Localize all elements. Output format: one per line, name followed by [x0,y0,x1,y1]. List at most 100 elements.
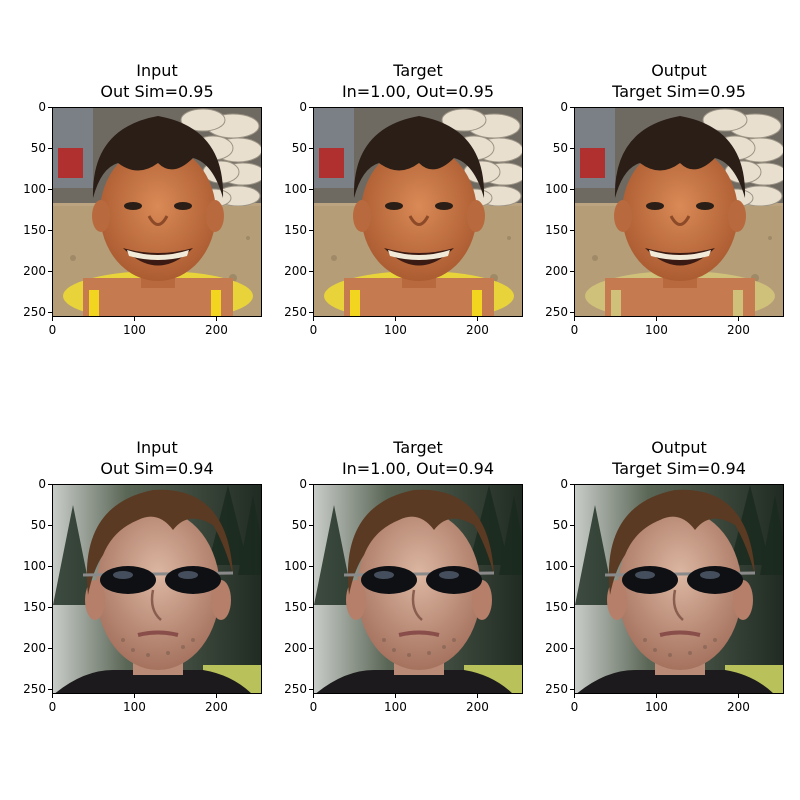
panel-title: Input Out Sim=0.94 [32,437,282,479]
y-tick-mark [570,648,574,650]
y-tick-label: 50 [291,141,307,156]
panel-title-line1: Target [393,438,443,457]
y-tick-label: 50 [552,141,568,156]
x-tick-label: 100 [383,323,407,337]
x-tick-label: 0 [309,700,318,714]
panel-title-line1: Target [393,61,443,80]
y-tick-label: 100 [545,182,568,197]
y-tick-label: 100 [284,182,307,197]
image-axes [52,484,262,694]
x-tick-label: 100 [644,323,668,337]
man-photo [314,485,522,693]
x-tick-mark [216,317,218,321]
y-tick-mark [309,230,313,232]
x-tick-label: 0 [570,700,579,714]
image-axes [313,484,523,694]
image-axes [574,484,784,694]
y-tick-label: 50 [30,518,46,533]
x-tick-label: 100 [122,700,146,714]
y-tick-mark [48,148,52,150]
y-tick-label: 200 [23,264,46,279]
x-tick-mark [656,317,658,321]
y-tick-label: 100 [284,559,307,574]
child-photo [314,108,522,316]
y-tick-label: 150 [545,223,568,238]
y-tick-label: 200 [284,264,307,279]
x-tick-mark [738,694,740,698]
y-tick-label: 200 [545,641,568,656]
image-axes [313,107,523,317]
y-tick-mark [48,189,52,191]
image-axes [52,107,262,317]
y-tick-label: 50 [552,518,568,533]
y-tick-label: 0 [299,100,307,115]
y-tick-mark [309,148,313,150]
panel-title-line1: Output [651,438,707,457]
y-tick-mark [309,484,313,486]
x-tick-mark [313,317,315,321]
y-tick-label: 200 [284,641,307,656]
y-tick-label: 250 [23,305,46,320]
y-tick-mark [48,230,52,232]
panel-title: Output Target Sim=0.95 [554,60,800,102]
y-tick-label: 250 [284,682,307,697]
y-tick-label: 0 [38,100,46,115]
y-tick-mark [48,566,52,568]
panel-title: Target In=1.00, Out=0.94 [293,437,543,479]
y-tick-mark [570,607,574,609]
y-tick-mark [309,189,313,191]
y-tick-label: 50 [30,141,46,156]
panel-title-line2: Out Sim=0.95 [100,82,214,101]
man-photo [53,485,261,693]
y-tick-mark [48,689,52,691]
y-tick-mark [48,607,52,609]
x-tick-mark [216,694,218,698]
y-tick-label: 0 [560,477,568,492]
y-tick-mark [570,566,574,568]
y-tick-mark [570,271,574,273]
y-tick-mark [570,484,574,486]
x-tick-mark [134,317,136,321]
y-tick-label: 0 [560,100,568,115]
x-tick-label: 100 [122,323,146,337]
panel-title-line2: In=1.00, Out=0.95 [341,82,495,101]
y-tick-label: 200 [23,641,46,656]
x-tick-mark [395,694,397,698]
panel-title-line2: Target Sim=0.95 [612,82,746,101]
x-tick-label: 200 [205,323,228,337]
y-tick-mark [309,566,313,568]
x-tick-mark [656,694,658,698]
y-tick-mark [570,689,574,691]
x-tick-mark [477,694,479,698]
panel-title-line1: Input [136,438,178,457]
y-tick-mark [570,148,574,150]
x-tick-label: 200 [466,700,489,714]
y-tick-label: 150 [284,223,307,238]
x-tick-label: 0 [48,323,57,337]
y-tick-label: 250 [545,682,568,697]
y-tick-mark [48,525,52,527]
x-tick-label: 200 [466,323,489,337]
y-tick-mark [570,525,574,527]
y-tick-label: 0 [38,477,46,492]
y-tick-mark [309,607,313,609]
x-tick-mark [134,694,136,698]
y-tick-label: 250 [284,305,307,320]
panel-title-line1: Input [136,61,178,80]
panel-title: Input Out Sim=0.95 [32,60,282,102]
y-tick-label: 50 [291,518,307,533]
panel-title: Output Target Sim=0.94 [554,437,800,479]
x-tick-mark [52,317,54,321]
y-tick-mark [309,525,313,527]
y-tick-label: 150 [23,223,46,238]
man-photo [575,485,783,693]
y-tick-mark [570,312,574,314]
x-tick-label: 200 [727,700,750,714]
y-tick-label: 100 [23,182,46,197]
y-tick-mark [309,271,313,273]
y-tick-label: 0 [299,477,307,492]
x-tick-label: 0 [570,323,579,337]
x-tick-mark [313,694,315,698]
x-tick-label: 200 [205,700,228,714]
panel-title: Target In=1.00, Out=0.95 [293,60,543,102]
